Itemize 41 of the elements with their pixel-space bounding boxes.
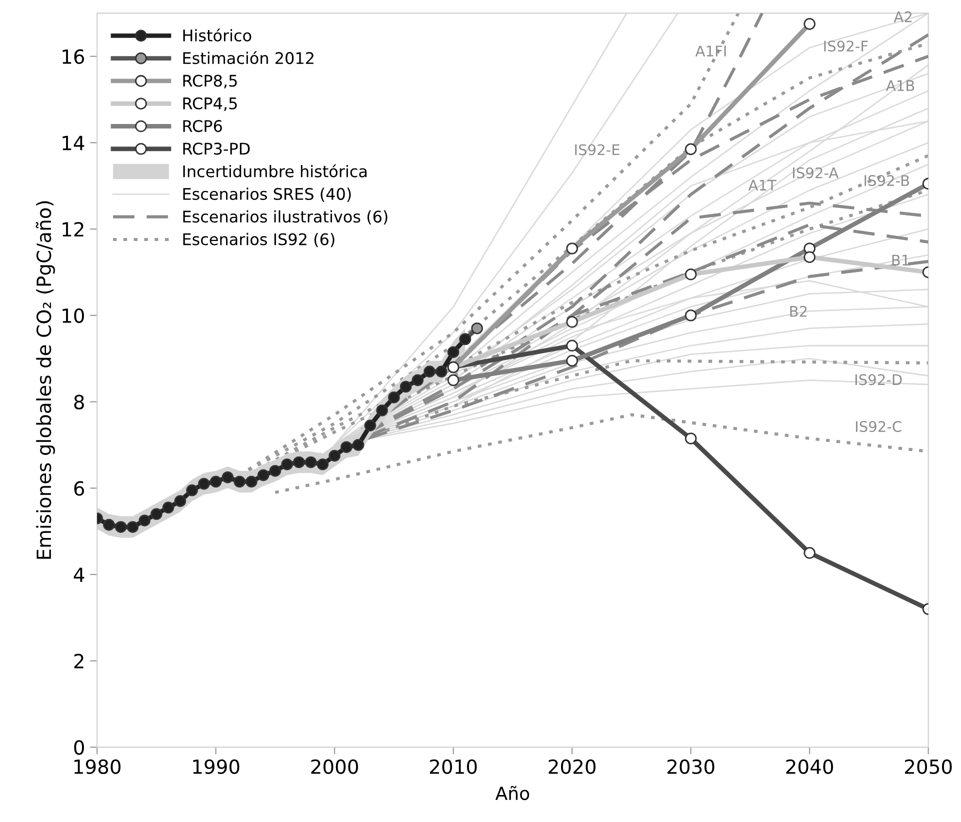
annotation: IS92-D [855, 374, 902, 386]
y-tick-label: 12 [62, 222, 84, 236]
y-axis-title: Emisiones globales de CO₂ (PgC/año) [36, 201, 55, 559]
annotation: IS92-C [856, 421, 902, 432]
annotation: A1B [886, 80, 914, 91]
y-tick-label: 0 [74, 740, 84, 755]
y-tick-label: 16 [62, 49, 84, 64]
legend-label: Escenarios SRES (40) [183, 188, 351, 202]
x-tick-label: 2020 [548, 759, 596, 774]
legend-label: Escenarios IS92 (6) [183, 232, 334, 248]
annotation: A1FI [695, 46, 726, 56]
legend-label: RCP3-PD [183, 142, 250, 155]
x-tick-label: 2030 [668, 759, 714, 774]
x-tick-label: 2000 [311, 759, 358, 774]
annotation: B2 [790, 306, 807, 317]
y-tick-label: 14 [62, 136, 84, 150]
legend-label: Estimación 2012 [183, 51, 314, 64]
x-axis-title: Año [495, 786, 530, 800]
annotation: IS92-E [575, 144, 620, 156]
annotation: IS92-A [793, 167, 839, 178]
legend-label: RCP8,5 [183, 74, 237, 88]
y-tick-label: 4 [74, 568, 84, 582]
annotation: IS92-F [824, 40, 868, 52]
annotation: B1 [892, 254, 909, 266]
annotation: Incertidumbre histórica [183, 164, 367, 178]
y-tick-label: 8 [74, 394, 84, 410]
legend-label: Escenarios ilustrativos (6) [183, 210, 388, 225]
annotation: A2 [894, 11, 912, 22]
annotation: IS92-B [864, 175, 910, 186]
legend-label: RCP6 [183, 120, 222, 132]
x-tick-label: 1990 [193, 759, 240, 774]
x-tick-label: 2040 [786, 759, 834, 774]
legend-label: RCP4,5 [183, 97, 237, 112]
y-tick-label: 10 [62, 308, 84, 324]
annotation: A1T [748, 180, 776, 190]
y-tick-label: 2 [74, 654, 84, 668]
y-tick-label: 6 [74, 481, 84, 496]
x-tick-label: 1980 [74, 759, 121, 774]
x-tick-label: 2050 [905, 759, 952, 774]
x-tick-label: 2010 [430, 759, 477, 774]
legend-label: Histórico [183, 28, 252, 42]
